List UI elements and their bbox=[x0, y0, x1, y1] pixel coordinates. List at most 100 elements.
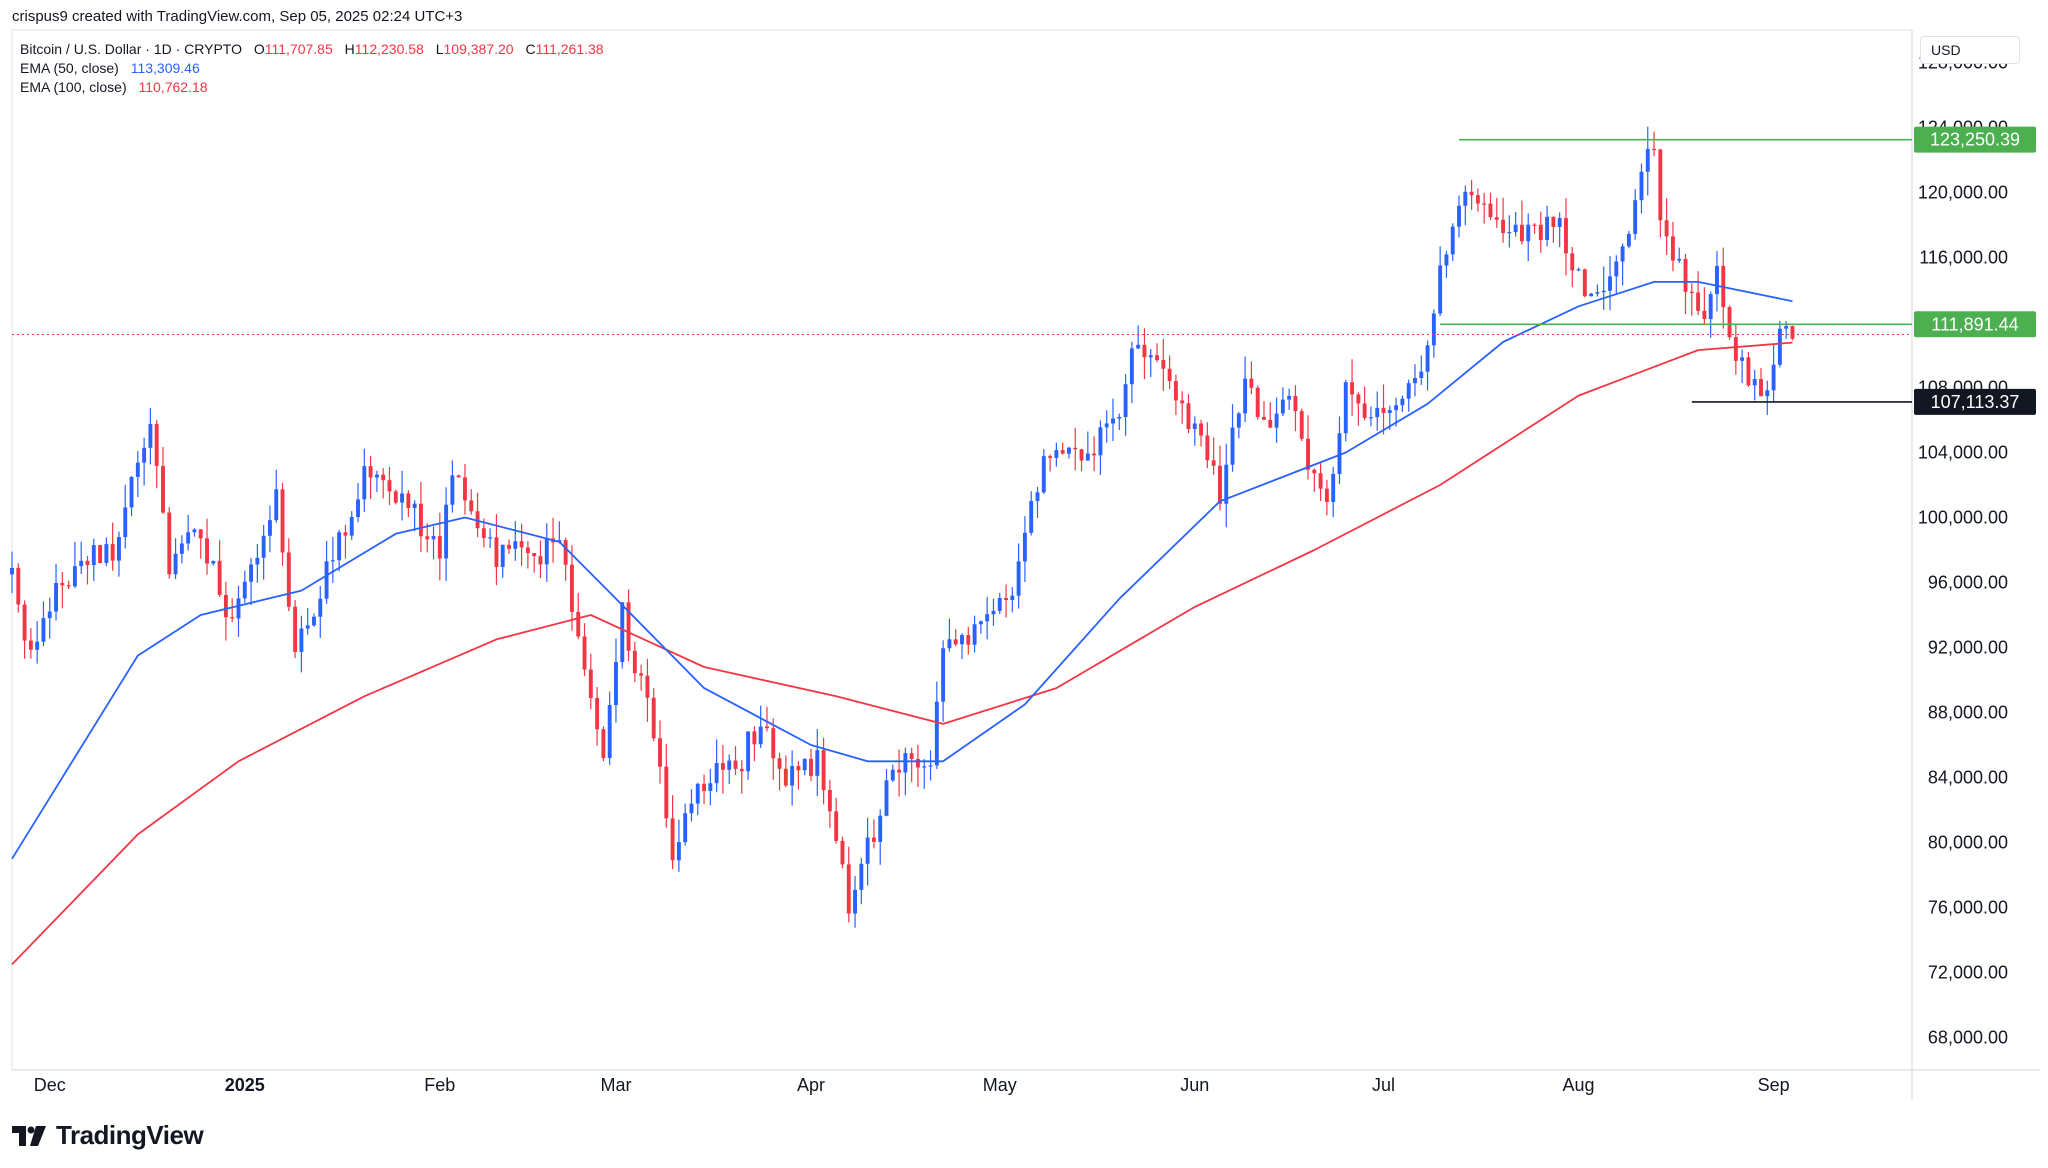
candle-body bbox=[1431, 313, 1436, 346]
currency-selector[interactable]: USD bbox=[1920, 36, 2020, 64]
candle-body bbox=[909, 753, 914, 759]
candle-body bbox=[978, 621, 983, 625]
candle-body bbox=[450, 475, 455, 505]
candle-body bbox=[746, 731, 751, 772]
price-tick-label: 100,000.00 bbox=[1918, 508, 2008, 528]
candle-body bbox=[1268, 419, 1273, 428]
candle-body bbox=[1733, 337, 1738, 361]
candle-body bbox=[1614, 261, 1619, 277]
candle-body bbox=[821, 750, 826, 791]
candle-body bbox=[205, 538, 209, 564]
candle-body bbox=[1746, 357, 1751, 386]
candle-body bbox=[1595, 292, 1600, 294]
ohlc-open-key: O bbox=[253, 41, 265, 57]
candle-body bbox=[928, 765, 933, 767]
candle-body bbox=[953, 639, 958, 645]
chart-legend: Bitcoin / U.S. Dollar · 1D · CRYPTO O111… bbox=[20, 40, 612, 97]
candle-body bbox=[834, 811, 839, 841]
candle-body bbox=[840, 840, 845, 865]
candle-body bbox=[1494, 217, 1499, 220]
candle-body bbox=[1564, 218, 1568, 254]
candle-body bbox=[1375, 407, 1380, 418]
candle-body bbox=[22, 604, 27, 641]
candle-body bbox=[104, 544, 109, 563]
candle-body bbox=[500, 544, 505, 567]
candle-body bbox=[280, 489, 285, 553]
candle-body bbox=[54, 582, 58, 612]
candle-body bbox=[400, 493, 405, 503]
candle-body bbox=[1205, 435, 1210, 461]
candle-body bbox=[846, 864, 851, 914]
candle-body bbox=[1199, 423, 1204, 436]
candle-body bbox=[406, 493, 411, 509]
candle-body bbox=[1406, 383, 1411, 399]
time-tick-label: Jun bbox=[1180, 1075, 1209, 1095]
candle-body bbox=[1683, 258, 1688, 292]
ema50-label[interactable]: EMA (50, close) bbox=[20, 60, 119, 76]
candle-body bbox=[1519, 224, 1524, 242]
candle-body bbox=[758, 726, 763, 745]
candle-body bbox=[1299, 411, 1304, 439]
candle-body bbox=[135, 462, 140, 477]
candle-body bbox=[922, 766, 927, 768]
candle-body bbox=[349, 517, 354, 536]
candle-body bbox=[1589, 293, 1594, 297]
candle-body bbox=[161, 465, 165, 513]
candle-body bbox=[639, 673, 644, 676]
candle-body bbox=[1217, 465, 1222, 504]
candle-body bbox=[1280, 399, 1285, 414]
candle-body bbox=[148, 423, 153, 448]
candle-body bbox=[249, 564, 254, 582]
candle-body bbox=[267, 520, 272, 536]
candle-body bbox=[1784, 326, 1789, 329]
candle-body bbox=[1545, 216, 1550, 240]
candle-body bbox=[481, 528, 486, 538]
candle-body bbox=[1645, 148, 1650, 172]
ema50-value: 113,309.46 bbox=[130, 60, 200, 76]
candle-body bbox=[236, 598, 241, 619]
symbol-title[interactable]: Bitcoin / U.S. Dollar · 1D · CRYPTO bbox=[20, 41, 242, 57]
candle-body bbox=[35, 641, 40, 650]
candle-body bbox=[179, 543, 184, 554]
price-tick-label: 80,000.00 bbox=[1928, 833, 2008, 853]
candle-body bbox=[670, 818, 675, 861]
candle-body bbox=[1513, 224, 1518, 233]
candle-body bbox=[1658, 149, 1663, 221]
candle-body bbox=[1016, 561, 1021, 596]
candle-body bbox=[1167, 368, 1172, 382]
candle-body bbox=[563, 540, 568, 565]
candle-body bbox=[972, 624, 977, 645]
candle-body bbox=[1180, 400, 1185, 404]
candle-body bbox=[865, 837, 870, 864]
candle-body bbox=[1022, 532, 1027, 562]
ema100-label[interactable]: EMA (100, close) bbox=[20, 79, 127, 95]
candle-body bbox=[1765, 390, 1770, 397]
time-tick-label: Aug bbox=[1563, 1075, 1595, 1095]
candle-body bbox=[412, 503, 417, 509]
candle-body bbox=[469, 500, 474, 512]
candle-body bbox=[878, 815, 883, 842]
candle-body bbox=[1482, 203, 1487, 205]
candle-body bbox=[425, 536, 430, 540]
candle-body bbox=[1123, 384, 1128, 417]
candle-body bbox=[689, 803, 694, 814]
candle-body bbox=[1394, 405, 1399, 411]
candle-body bbox=[1230, 427, 1235, 465]
candle-body bbox=[79, 560, 84, 567]
price-tick-label: 116,000.00 bbox=[1919, 248, 2008, 268]
candle-body bbox=[903, 753, 908, 773]
tradingview-logo: TradingView bbox=[12, 1120, 204, 1151]
candle-body bbox=[985, 614, 990, 622]
candle-body bbox=[1601, 290, 1606, 293]
candle-body bbox=[947, 639, 952, 649]
candle-body bbox=[966, 635, 971, 645]
candle-body bbox=[1073, 447, 1078, 450]
candle-body bbox=[733, 760, 738, 769]
candle-body bbox=[1670, 236, 1675, 261]
candle-body bbox=[293, 606, 298, 652]
price-tick-label: 88,000.00 bbox=[1928, 703, 2008, 723]
candle-body bbox=[1582, 269, 1587, 297]
ema100-line bbox=[11, 341, 1793, 966]
candle-body bbox=[783, 768, 788, 786]
